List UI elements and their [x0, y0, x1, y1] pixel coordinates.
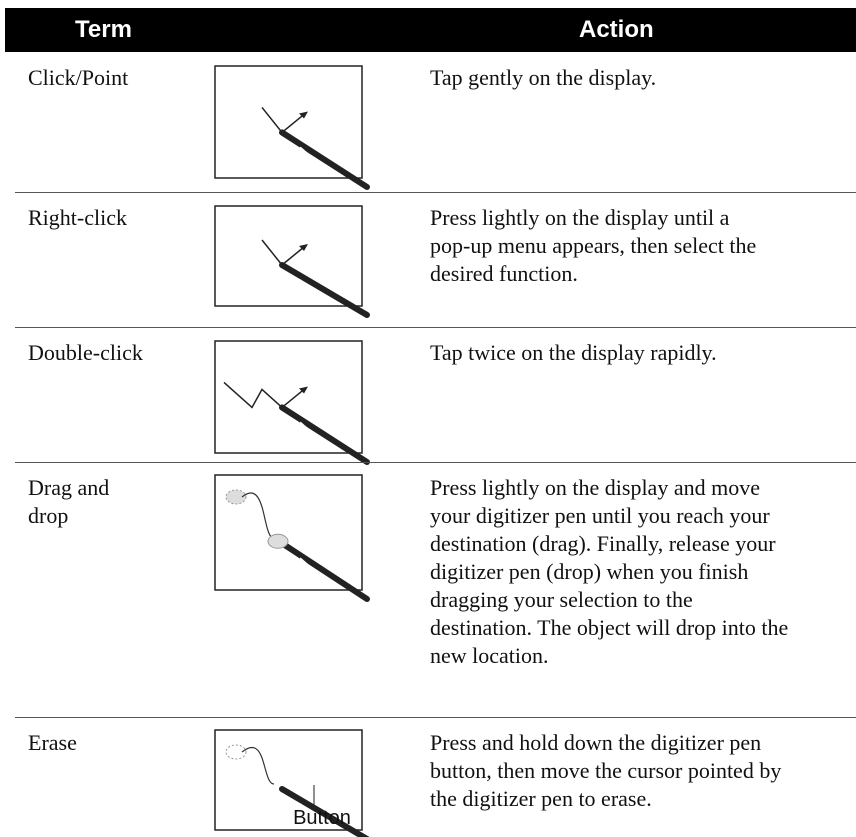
term-line: Double-click — [28, 340, 143, 365]
illustration — [214, 340, 370, 465]
term-line: Right-click — [28, 205, 127, 230]
action-line: destination (drag). Finally, release you… — [430, 531, 776, 556]
row-separator — [15, 462, 856, 463]
pen — [279, 786, 370, 837]
action-cell: Press lightly on the display and move you… — [430, 474, 788, 670]
term-line: Click/Point — [28, 65, 129, 90]
frame — [214, 474, 363, 591]
frame — [214, 65, 363, 179]
pen-band — [299, 557, 309, 567]
pen — [279, 262, 370, 318]
stroke-trail — [223, 381, 283, 409]
term-cell: Double-click — [28, 339, 143, 367]
arrow — [281, 113, 305, 134]
action-cell: Tap twice on the display rapidly. — [430, 339, 717, 367]
action-line: pop-up menu appears, then select the — [430, 233, 757, 258]
arrow-head — [299, 386, 308, 394]
action-cell: Tap gently on the display. — [430, 64, 656, 92]
row-separator — [15, 192, 856, 193]
blob — [225, 489, 247, 505]
action-line: button, then move the cursor pointed by — [430, 758, 782, 783]
pen-band — [299, 279, 309, 288]
action-line: destination. The object will drop into t… — [430, 615, 789, 640]
illustration — [214, 474, 370, 602]
action-cell: Press and hold down the digitizer pen but… — [430, 729, 781, 813]
term-cell: Right-click — [28, 204, 127, 232]
pen-band — [299, 421, 309, 431]
arrow-head — [299, 244, 308, 251]
term-cell: Click/Point — [28, 64, 128, 92]
action-line: desired function. — [430, 261, 578, 286]
action-cell: Press lightly on the display until a pop-… — [430, 204, 756, 288]
drag-path — [241, 747, 275, 785]
header-action: Action — [579, 16, 654, 43]
frame — [214, 205, 363, 307]
header-term: Term — [75, 16, 132, 43]
blob — [225, 744, 247, 760]
blob — [267, 533, 289, 549]
action-line: the digitizer pen to erase. — [430, 786, 652, 811]
pen — [279, 540, 370, 602]
term-line: Erase — [28, 730, 77, 755]
pen-band — [299, 146, 309, 156]
row-separator — [15, 717, 856, 718]
drag-path — [241, 492, 275, 539]
action-line: digitizer pen (drop) when you finish — [430, 559, 749, 584]
action-line: Press lightly on the display until a — [430, 205, 730, 230]
illustration — [214, 65, 370, 190]
arrow — [281, 246, 305, 266]
action-line: Tap gently on the display. — [430, 65, 657, 90]
term-cell: Erase — [28, 729, 77, 757]
frame — [214, 340, 363, 454]
term-line: Drag and — [28, 475, 110, 500]
action-line: Press and hold down the digitizer pen — [430, 730, 762, 755]
button-label: Button — [293, 807, 351, 829]
frame — [214, 729, 363, 831]
action-line: new location. — [430, 643, 549, 668]
row-separator — [15, 327, 856, 328]
action-line: dragging your selection to the — [430, 587, 693, 612]
arrow-head — [299, 111, 308, 119]
pen — [279, 129, 370, 190]
term-line: drop — [28, 503, 69, 528]
term-cell: Drag and drop — [28, 474, 109, 530]
table-header: Term Action — [5, 8, 856, 52]
action-line: Press lightly on the display and move — [430, 475, 760, 500]
arrow — [281, 388, 305, 409]
illustration: Button — [214, 729, 370, 837]
pen-band — [299, 803, 309, 812]
pen — [279, 404, 370, 465]
stroke-trail — [261, 106, 283, 133]
action-line: Tap twice on the display rapidly. — [430, 340, 717, 365]
action-line: your digitizer pen until you reach your — [430, 503, 770, 528]
illustration — [214, 205, 370, 318]
stroke-trail — [261, 239, 283, 266]
